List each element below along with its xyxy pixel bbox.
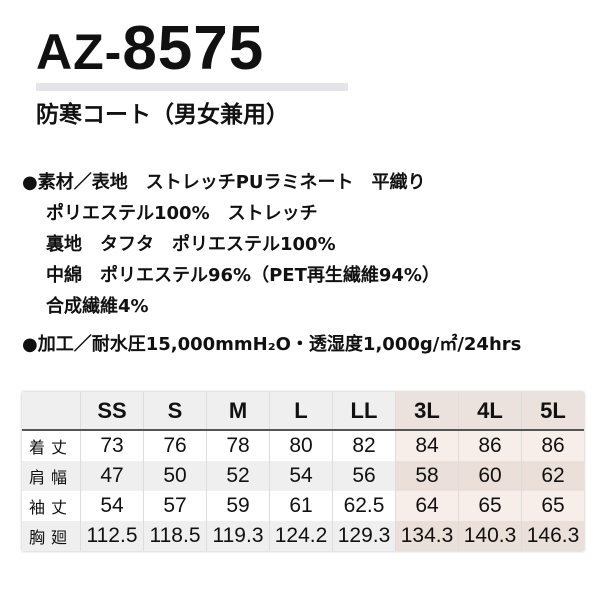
table-cell: 112.5 — [80, 521, 144, 551]
table-cell: 78 — [206, 430, 270, 461]
corner-cell — [22, 392, 81, 431]
table-cell: 61 — [269, 491, 333, 521]
table-cell: 140.3 — [458, 521, 522, 551]
table-cell: 86 — [458, 430, 522, 461]
table-cell: 52 — [206, 461, 270, 491]
product-code: AZ-8575 — [36, 14, 264, 87]
table-cell: 62 — [521, 461, 584, 491]
table-cell: 129.3 — [332, 521, 396, 551]
row-label: 着丈 — [28, 440, 73, 457]
row-label: 肩幅 — [22, 461, 81, 491]
table-cell: 64 — [395, 491, 459, 521]
col-header: 3L — [395, 392, 459, 431]
col-header: 5L — [521, 392, 584, 431]
spec-material: ●素材／表地 ストレッチPUラミネート 平織り — [22, 172, 426, 193]
table-cell: 65 — [458, 491, 522, 521]
table-cell: 134.3 — [395, 521, 459, 551]
table-cell: 57 — [143, 491, 207, 521]
spec-line: 合成繊維4% — [46, 296, 149, 317]
table-cell: 118.5 — [143, 521, 207, 551]
row-label: 袖丈 — [28, 500, 73, 517]
table-cell: 59 — [206, 491, 270, 521]
table-cell: 58 — [395, 461, 459, 491]
size-table: SS S M L LL 3L 4L 5L 着丈 73 76 78 80 82 84 86 86 肩… — [22, 392, 584, 551]
table-cell: 47 — [80, 461, 144, 491]
table-cell: 146.3 — [521, 521, 584, 551]
col-header: SS — [80, 392, 144, 431]
divider — [36, 83, 348, 91]
table-cell: 80 — [269, 430, 333, 461]
row-label: 胸廻 — [22, 521, 81, 551]
spec-padding: 中綿 ポリエステル96%（PET再生繊維94%） — [46, 265, 440, 286]
col-header: 4L — [458, 392, 522, 431]
spec-line: ポリエステル100% ストレッチ — [46, 203, 318, 224]
table-cell: 124.2 — [269, 521, 333, 551]
table-cell: 56 — [332, 461, 396, 491]
table-cell: 50 — [143, 461, 207, 491]
table-row: 袖丈 54 57 59 61 62.5 64 65 65 — [22, 491, 584, 521]
table-cell: 60 — [458, 461, 522, 491]
product-title: 防寒コート（男女兼用） — [36, 102, 289, 128]
table-cell: 54 — [80, 491, 144, 521]
col-header: S — [143, 392, 207, 431]
table-cell: 86 — [521, 430, 584, 461]
col-header: L — [269, 392, 333, 431]
table-row: 胸廻 112.5 118.5 119.3 124.2 129.3 134.3 140.3 146… — [22, 521, 584, 551]
code-number: 8575 — [122, 14, 265, 83]
code-prefix: AZ- — [36, 24, 123, 80]
table-row: 着丈 73 76 78 80 82 84 86 86 — [22, 430, 584, 461]
table-cell: 73 — [80, 430, 144, 461]
table-cell: 84 — [395, 430, 459, 461]
spec-lining: 裏地 タフタ ポリエステル100% — [46, 234, 336, 255]
col-header: LL — [332, 392, 396, 431]
table-cell: 65 — [521, 491, 584, 521]
table-cell: 62.5 — [332, 491, 396, 521]
table-row: 肩幅 47 50 52 54 56 58 60 62 — [22, 461, 584, 491]
table-cell: 54 — [269, 461, 333, 491]
table-cell: 119.3 — [206, 521, 270, 551]
spec-processing: ●加工／耐水圧15,000mmH₂O・透湿度1,000g/㎡/24hrs — [22, 334, 522, 355]
table-cell: 76 — [143, 430, 207, 461]
col-header: M — [206, 392, 270, 431]
table-cell: 82 — [332, 430, 396, 461]
header-row: SS S M L LL 3L 4L 5L — [22, 392, 584, 431]
